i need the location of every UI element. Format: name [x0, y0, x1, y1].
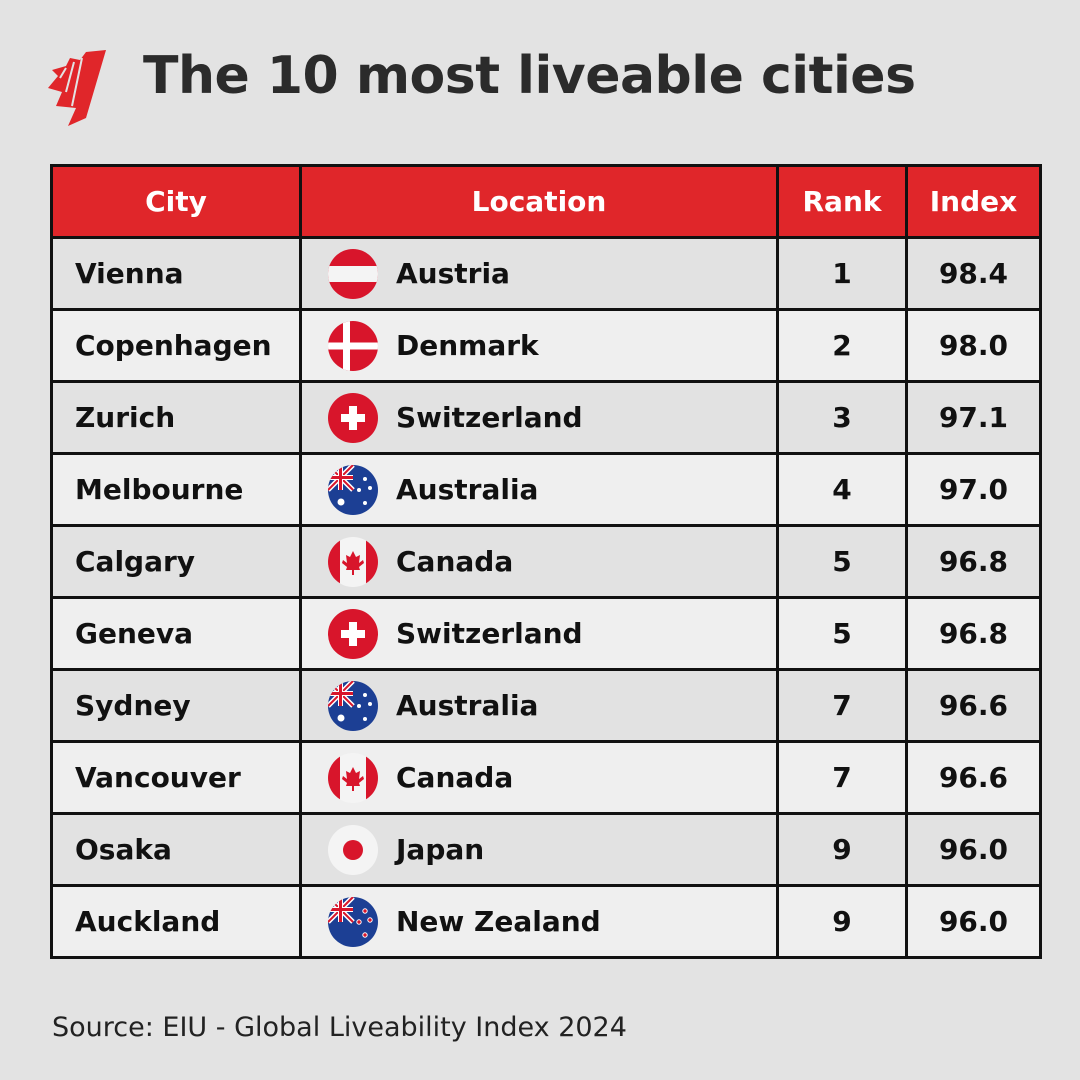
column-header-city: City — [50, 164, 302, 239]
city-cell: Copenhagen — [50, 308, 302, 383]
location-label: Australia — [396, 689, 539, 722]
index-cell: 98.0 — [905, 308, 1042, 383]
table-row: Copenhagen Denmark 2 98.0 — [50, 308, 1042, 383]
city-cell: Vancouver — [50, 740, 302, 815]
city-cell: Sydney — [50, 668, 302, 743]
table-row: Zurich Switzerland 3 97.1 — [50, 380, 1042, 455]
column-header-index: Index — [905, 164, 1042, 239]
column-header-location: Location — [299, 164, 779, 239]
city-cell: Calgary — [50, 524, 302, 599]
rank-cell: 2 — [776, 308, 908, 383]
rank-cell: 9 — [776, 812, 908, 887]
austria-flag-icon — [328, 248, 378, 299]
index-cell: 96.6 — [905, 740, 1042, 815]
new-zealand-flag-icon — [328, 896, 378, 947]
switzerland-flag-icon — [328, 608, 378, 659]
location-label: Austria — [396, 257, 510, 290]
location-cell: New Zealand — [299, 884, 779, 959]
rank-cell: 4 — [776, 452, 908, 527]
location-label: New Zealand — [396, 905, 601, 938]
location-cell: Austria — [299, 236, 779, 311]
rank-cell: 9 — [776, 884, 908, 959]
index-cell: 96.0 — [905, 812, 1042, 887]
city-cell: Vienna — [50, 236, 302, 311]
page-title: The 10 most liveable cities — [143, 46, 916, 106]
index-cell: 96.8 — [905, 596, 1042, 671]
location-label: Canada — [396, 761, 514, 794]
location-label: Denmark — [396, 329, 539, 362]
switzerland-flag-icon — [328, 392, 378, 443]
location-cell: Japan — [299, 812, 779, 887]
index-cell: 96.8 — [905, 524, 1042, 599]
location-cell: Canada — [299, 740, 779, 815]
index-cell: 96.6 — [905, 668, 1042, 743]
column-header-rank: Rank — [776, 164, 908, 239]
city-cell: Melbourne — [50, 452, 302, 527]
table-row: Osaka Japan 9 96.0 — [50, 812, 1042, 887]
index-cell: 96.0 — [905, 884, 1042, 959]
table-header-row: City Location Rank Index — [50, 164, 1042, 239]
location-cell: Denmark — [299, 308, 779, 383]
index-cell: 98.4 — [905, 236, 1042, 311]
japan-flag-icon — [328, 824, 378, 875]
location-cell: Switzerland — [299, 380, 779, 455]
city-cell: Auckland — [50, 884, 302, 959]
table-row: Vienna Austria 1 98.4 — [50, 236, 1042, 311]
rank-cell: 7 — [776, 740, 908, 815]
location-label: Japan — [396, 833, 485, 866]
rank-cell: 5 — [776, 596, 908, 671]
rank-cell: 1 — [776, 236, 908, 311]
index-cell: 97.0 — [905, 452, 1042, 527]
canada-flag-icon — [328, 752, 378, 803]
location-cell: Canada — [299, 524, 779, 599]
table-row: Vancouver Canada 7 96.6 — [50, 740, 1042, 815]
location-label: Switzerland — [396, 401, 583, 434]
location-label: Australia — [396, 473, 539, 506]
location-cell: Australia — [299, 668, 779, 743]
canada-flag-icon — [328, 536, 378, 587]
rank-cell: 3 — [776, 380, 908, 455]
denmark-flag-icon — [328, 320, 378, 371]
index-cell: 97.1 — [905, 380, 1042, 455]
location-label: Switzerland — [396, 617, 583, 650]
sbs-logo — [48, 50, 106, 126]
liveable-cities-table: City Location Rank Index Vienna Austria 1 9… — [50, 164, 1042, 959]
city-cell: Osaka — [50, 812, 302, 887]
location-cell: Switzerland — [299, 596, 779, 671]
city-cell: Zurich — [50, 380, 302, 455]
rank-cell: 5 — [776, 524, 908, 599]
rank-cell: 7 — [776, 668, 908, 743]
australia-flag-icon — [328, 680, 378, 731]
table-row: Geneva Switzerland 5 96.8 — [50, 596, 1042, 671]
location-cell: Australia — [299, 452, 779, 527]
location-label: Canada — [396, 545, 514, 578]
australia-flag-icon — [328, 464, 378, 515]
city-cell: Geneva — [50, 596, 302, 671]
table-row: Calgary Canada 5 96.8 — [50, 524, 1042, 599]
source-note: Source: EIU - Global Liveability Index 2… — [52, 1012, 627, 1043]
table-row: Auckland New Zealand 9 96.0 — [50, 884, 1042, 959]
table-row: Melbourne Australia 4 97.0 — [50, 452, 1042, 527]
table-row: Sydney Australia 7 96.6 — [50, 668, 1042, 743]
